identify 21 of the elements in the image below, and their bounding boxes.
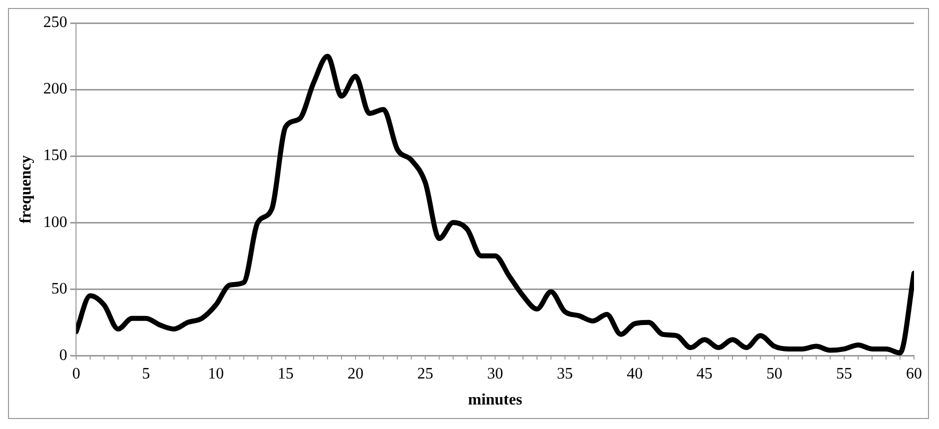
y-tick-label: 50 (51, 280, 68, 298)
y-axis-title: frequency (18, 155, 35, 224)
x-tick-label: 10 (208, 365, 224, 382)
y-tick-label: 0 (59, 346, 68, 364)
x-tick-label: 50 (766, 365, 782, 382)
x-tick-label: 25 (417, 365, 434, 382)
x-tick-label: 5 (142, 365, 150, 382)
y-tick-label: 150 (43, 147, 68, 164)
x-tick-label: 45 (696, 365, 713, 382)
x-tick-label: 20 (347, 365, 364, 382)
y-tick-label: 250 (43, 14, 68, 32)
x-tick-label: 0 (72, 365, 80, 382)
y-tick-label: 100 (43, 214, 68, 231)
x-tick-label: 60 (906, 365, 922, 382)
x-tick-label: 15 (278, 365, 294, 382)
x-axis-title: minutes (468, 392, 522, 409)
y-tick-label: 200 (43, 80, 68, 98)
x-tick-label: 30 (487, 365, 504, 382)
x-tick-label: 40 (626, 365, 643, 382)
x-tick-label: 35 (556, 365, 573, 382)
x-tick-label: 55 (836, 365, 852, 382)
